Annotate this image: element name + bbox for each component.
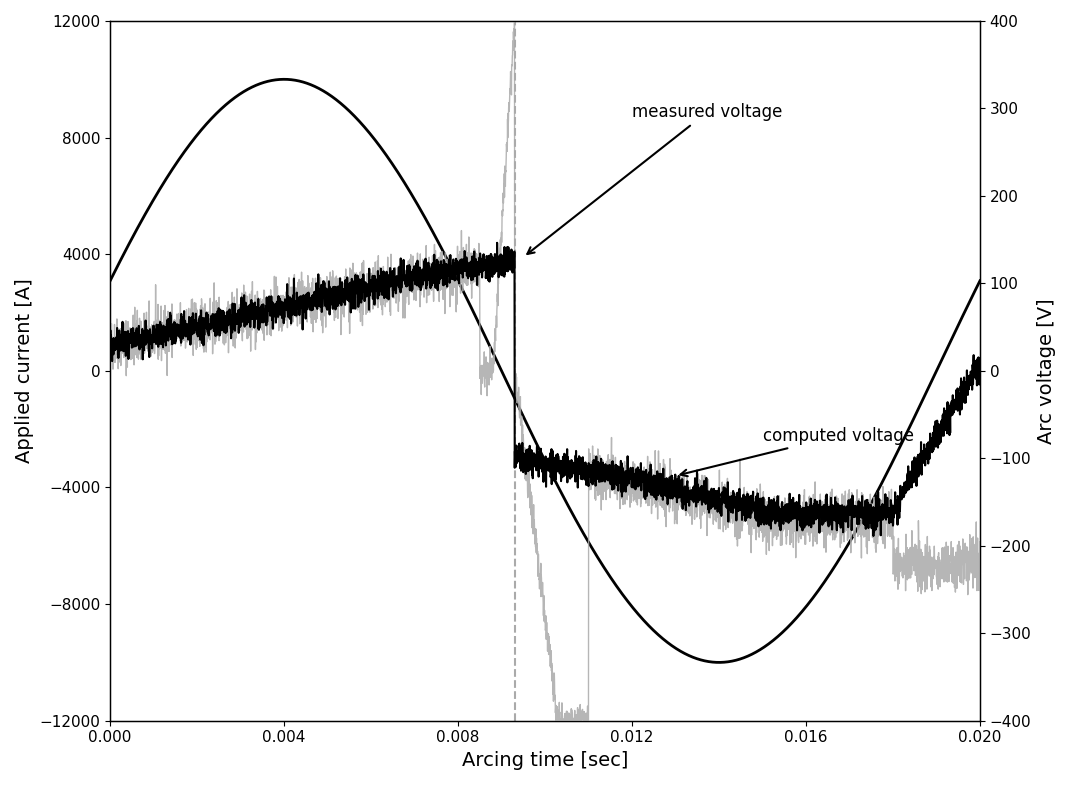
Text: measured voltage: measured voltage <box>527 103 783 254</box>
Y-axis label: Arc voltage [V]: Arc voltage [V] <box>1037 298 1056 444</box>
Y-axis label: Applied current [A]: Applied current [A] <box>15 279 34 463</box>
X-axis label: Arcing time [sec]: Arcing time [sec] <box>462 751 629 770</box>
Text: computed voltage: computed voltage <box>680 427 914 476</box>
